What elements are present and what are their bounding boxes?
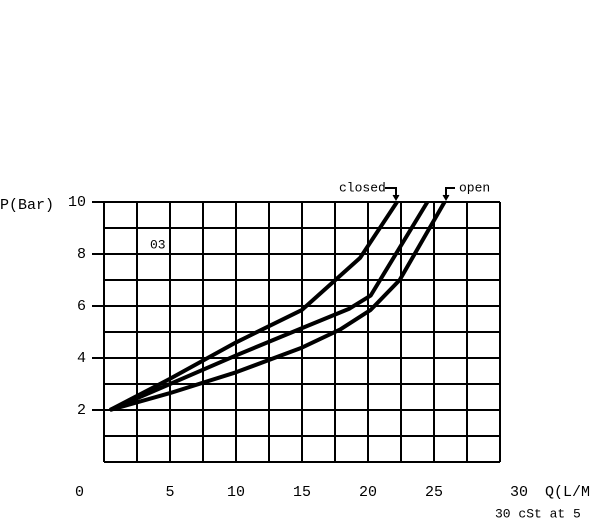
y-tick-label: 4 [77,350,86,367]
y-axis-label: P(Bar) [0,197,54,214]
annotation-closed: closed [339,180,386,195]
x-tick-label: 10 [227,484,245,501]
y-tick-label: 6 [77,298,86,315]
line [109,201,447,412]
line [109,200,430,412]
arrow-open-head [442,194,450,201]
y-tick-label: 2 [77,402,86,419]
curve-code: 03 [150,237,166,252]
note: 30 cSt at 5 [495,506,581,521]
y-tick-label: 8 [77,246,86,263]
annotation-open: open [459,180,490,195]
x-tick-label: 25 [425,484,443,501]
arrow-closed-head [392,194,400,201]
x-tick-label: 20 [359,484,377,501]
x-tick-label: 15 [293,484,311,501]
arrow-open [445,187,455,198]
arrow-closed [385,187,397,198]
x-tick-label: 30 [510,484,528,501]
line [109,200,399,412]
x-tick-label: 5 [165,484,174,501]
x-tick-label: 0 [75,484,84,501]
y-tick-label: 10 [68,194,86,211]
x-axis-label: Q(L/M [545,484,590,501]
